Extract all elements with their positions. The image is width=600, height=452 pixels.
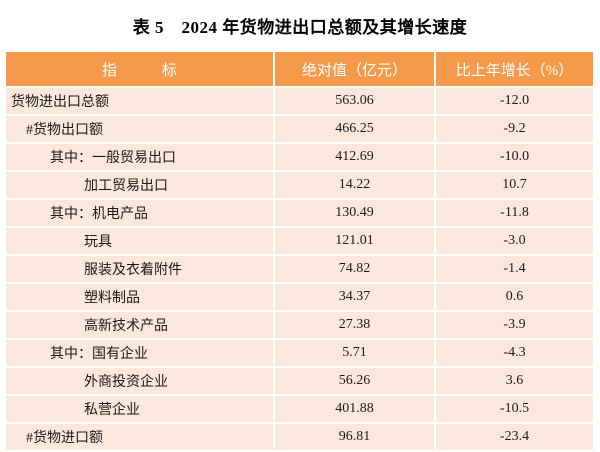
row-label: #货物出口额 xyxy=(6,116,275,144)
row-growth: -1.4 xyxy=(436,256,593,284)
table-row: 其中：国有企业 5.71 -4.3 xyxy=(6,340,593,368)
row-label: 玩具 xyxy=(6,228,275,256)
table-row: 塑料制品 34.37 0.6 xyxy=(6,284,593,312)
row-value: 27.38 xyxy=(275,312,436,340)
col-header-indicator: 指 标 xyxy=(6,52,275,88)
row-label: 其中：国有企业 xyxy=(6,340,275,368)
table-row: 其中：一般贸易出口 412.69 -10.0 xyxy=(6,144,593,172)
col-header-growth-rate: 比上年增长（%） xyxy=(436,52,593,88)
row-label: 外商投资企业 xyxy=(6,368,275,396)
row-label: 其中：一般贸易出口 xyxy=(6,144,275,172)
row-value: 56.26 xyxy=(275,368,436,396)
row-label: 服装及衣着附件 xyxy=(6,256,275,284)
row-growth: 10.7 xyxy=(436,172,593,200)
header-row: 指 标 绝对值（亿元） 比上年增长（%） xyxy=(6,52,593,88)
table-row: #货物出口额 466.25 -9.2 xyxy=(6,116,593,144)
row-value: 401.88 xyxy=(275,396,436,424)
row-growth: -3.0 xyxy=(436,228,593,256)
table-row: 高新技术产品 27.38 -3.9 xyxy=(6,312,593,340)
row-label: #货物进口额 xyxy=(6,424,275,452)
row-growth: -9.2 xyxy=(436,116,593,144)
row-value: 466.25 xyxy=(275,116,436,144)
row-growth: -11.8 xyxy=(436,200,593,228)
row-growth: -3.9 xyxy=(436,312,593,340)
row-label: 私营企业 xyxy=(6,396,275,424)
row-value: 14.22 xyxy=(275,172,436,200)
row-value: 130.49 xyxy=(275,200,436,228)
table-row: 私营企业 401.88 -10.5 xyxy=(6,396,593,424)
row-growth: 0.6 xyxy=(436,284,593,312)
table-row: 玩具 121.01 -3.0 xyxy=(6,228,593,256)
row-label: 塑料制品 xyxy=(6,284,275,312)
row-value: 412.69 xyxy=(275,144,436,172)
row-growth: -4.3 xyxy=(436,340,593,368)
table-row: 外商投资企业 56.26 3.6 xyxy=(6,368,593,396)
row-value: 5.71 xyxy=(275,340,436,368)
row-growth: -10.0 xyxy=(436,144,593,172)
row-value: 563.06 xyxy=(275,88,436,116)
table-row: 其中：机电产品 130.49 -11.8 xyxy=(6,200,593,228)
row-value: 96.81 xyxy=(275,424,436,452)
row-growth: -10.5 xyxy=(436,396,593,424)
row-label: 高新技术产品 xyxy=(6,312,275,340)
table-row: #货物进口额 96.81 -23.4 xyxy=(6,424,593,452)
row-label: 其中：机电产品 xyxy=(6,200,275,228)
row-value: 74.82 xyxy=(275,256,436,284)
col-header-absolute-value: 绝对值（亿元） xyxy=(275,52,436,88)
import-export-table: 指 标 绝对值（亿元） 比上年增长（%） 货物进出口总额 563.06 -12.… xyxy=(6,52,593,452)
table-title: 表 5 2024 年货物进出口总额及其增长速度 xyxy=(132,18,468,37)
table-row: 服装及衣着附件 74.82 -1.4 xyxy=(6,256,593,284)
table-row: 货物进出口总额 563.06 -12.0 xyxy=(6,88,593,116)
row-growth: -23.4 xyxy=(436,424,593,452)
row-label: 货物进出口总额 xyxy=(6,88,275,116)
table-row: 加工贸易出口 14.22 10.7 xyxy=(6,172,593,200)
row-growth: 3.6 xyxy=(436,368,593,396)
row-value: 121.01 xyxy=(275,228,436,256)
row-growth: -12.0 xyxy=(436,88,593,116)
row-label: 加工贸易出口 xyxy=(6,172,275,200)
row-value: 34.37 xyxy=(275,284,436,312)
